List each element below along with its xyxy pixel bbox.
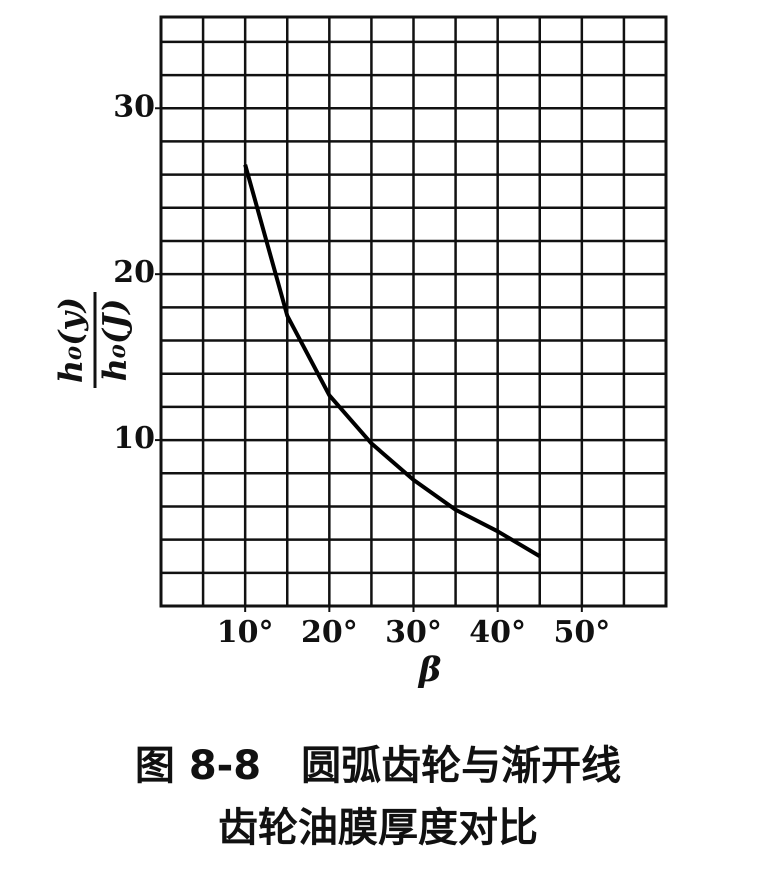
y-tick-label: 30 [113, 89, 155, 124]
caption-line: 图 8-8 圆弧齿轮与渐开线 [135, 743, 621, 789]
x-axis-label: β [417, 650, 442, 690]
y-tick-label: 10 [113, 421, 155, 456]
x-tick-label: 20° [301, 615, 358, 650]
y-axis-label: h₀(y) h₀(J) [52, 292, 134, 388]
data-line [243, 164, 541, 558]
y-label-denominator: h₀(J) [96, 299, 134, 382]
y-label-numerator: h₀(y) [52, 297, 90, 383]
x-tick-label: 40° [469, 615, 526, 650]
y-tick-label: 20 [113, 255, 155, 290]
x-tick-label: 30° [385, 615, 442, 650]
caption-line: 齿轮油膜厚度对比 [218, 805, 538, 851]
x-tick-label: 50° [553, 615, 610, 650]
x-tick-label: 10° [217, 615, 274, 650]
